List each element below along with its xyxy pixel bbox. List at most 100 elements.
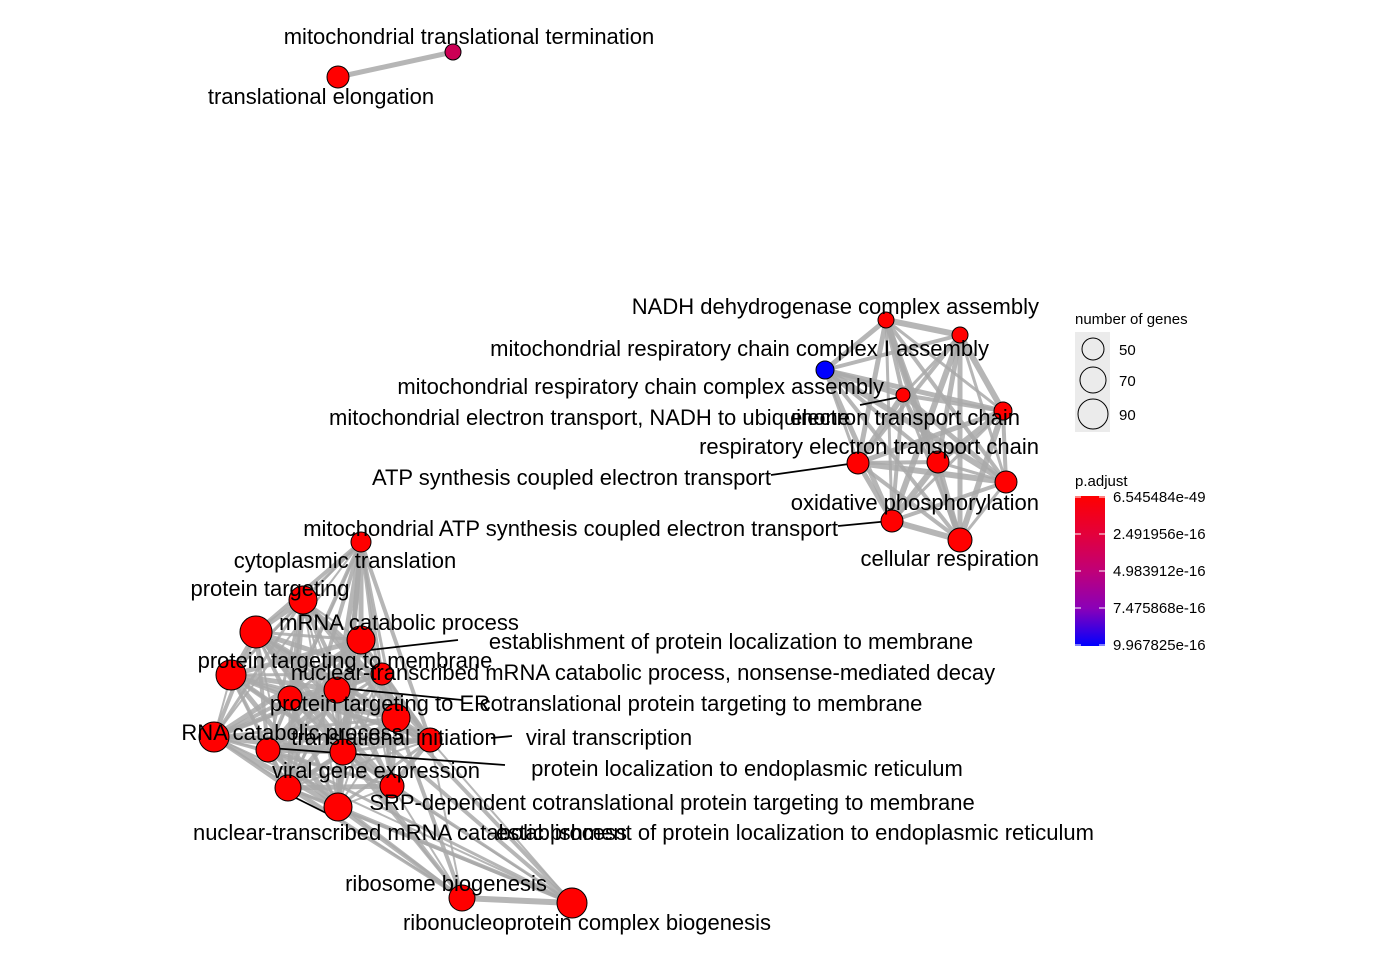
node-mrc-i xyxy=(951,326,969,344)
network-edge xyxy=(254,630,574,905)
node-oxphos xyxy=(994,470,1018,494)
network-edge xyxy=(359,541,432,741)
network-edge xyxy=(230,637,362,678)
node-label-mrc-asm: mitochondrial respiratory chain complex … xyxy=(397,374,884,399)
node-estab-er xyxy=(323,792,353,822)
network-edge xyxy=(429,739,573,904)
node-prot-target-er xyxy=(277,685,303,711)
node-label-rna-cat: RNA catabolic process xyxy=(181,720,402,745)
network-edge xyxy=(823,318,888,372)
network-edge xyxy=(824,333,961,372)
node-atp-et xyxy=(846,451,870,475)
network-edge xyxy=(461,895,573,906)
label-leader-line xyxy=(269,747,506,766)
node-label-prot-target-mem: protein targeting to membrane xyxy=(198,648,493,673)
node-label-trans-init: translational initiation xyxy=(291,725,496,750)
network-edge xyxy=(267,716,397,752)
node-label-cyto-trans: cytoplasmic translation xyxy=(234,548,457,573)
node-mrna-cat xyxy=(239,615,273,649)
size-legend-label-70: 70 xyxy=(1119,373,1136,390)
node-label-ribo-bio: ribosome biogenesis xyxy=(345,871,547,896)
network-edge xyxy=(213,541,362,738)
node-resp-et xyxy=(926,450,950,474)
color-legend-title: p.adjust xyxy=(1075,473,1128,490)
network-edge xyxy=(254,630,464,900)
node-label-mt-atp-et: mitochondrial ATP synthesis coupled elec… xyxy=(303,516,838,541)
node-label-et-chain: electron transport chain xyxy=(790,405,1020,430)
node-label-nmd: nuclear-transcribed mRNA catabolic proce… xyxy=(291,660,995,685)
size-legend-key-90 xyxy=(1077,398,1109,430)
label-leader-line xyxy=(369,639,459,651)
node-mt-et-nadh xyxy=(895,387,911,403)
node-mt-atp-et xyxy=(880,509,904,533)
node-label-nadh-deh: NADH dehydrogenase complex assembly xyxy=(632,294,1039,319)
node-viral-trans xyxy=(417,727,443,753)
node-nmd xyxy=(370,662,394,686)
node-nuc-mrna-cat xyxy=(274,774,302,802)
node-ribo-bio xyxy=(448,884,476,912)
node-viral-gene xyxy=(255,737,281,763)
node-prot-loc-er xyxy=(329,738,357,766)
color-legend: p.adjust 6.545484e-49 2.491956e-16 4.983… xyxy=(1075,473,1206,654)
network-edge xyxy=(891,480,1007,523)
color-legend-label: 9.967825e-16 xyxy=(1113,637,1206,654)
color-legend-label: 4.983912e-16 xyxy=(1113,563,1206,580)
network-edge xyxy=(213,736,573,904)
node-prot-target-mem xyxy=(215,659,247,691)
size-legend: number of genes 50 70 90 xyxy=(1075,311,1188,432)
node-et-chain xyxy=(993,401,1013,421)
network-edge xyxy=(287,697,291,789)
node-label-trans-elong: translational elongation xyxy=(208,84,434,109)
network-edge xyxy=(823,368,940,464)
network-edge xyxy=(855,393,906,465)
size-legend-label-50: 50 xyxy=(1119,342,1136,359)
node-label-mt-term: mitochondrial translational termination xyxy=(284,24,655,49)
network-edge xyxy=(890,394,905,522)
node-mrc-asm xyxy=(815,360,835,380)
network-edge xyxy=(337,805,573,905)
node-label-estab-loc: establishment of protein localization to… xyxy=(489,629,973,654)
node-label-nuc-mrna-cat: nuclear-transcribed mRNA catabolic proce… xyxy=(193,820,627,845)
network-edge xyxy=(855,319,889,464)
node-trans-elong xyxy=(326,65,350,89)
network-edge xyxy=(822,368,895,523)
network-edge xyxy=(902,393,1004,413)
node-cell-resp xyxy=(947,527,973,553)
network-edge xyxy=(267,748,463,900)
node-trans-init xyxy=(381,703,411,733)
size-legend-key-70 xyxy=(1079,366,1107,394)
node-mt-term xyxy=(444,43,462,61)
label-layer: mitochondrial translational termination t… xyxy=(181,24,1094,935)
network-edge xyxy=(901,393,1008,484)
network-edge xyxy=(889,333,963,523)
node-label-rnp-bio: ribonucleoprotein complex biogenesis xyxy=(403,910,771,935)
color-legend-label: 6.545484e-49 xyxy=(1113,489,1206,506)
color-legend-label: 7.475868e-16 xyxy=(1113,600,1206,617)
network-edge xyxy=(213,716,397,739)
network-edge xyxy=(1001,410,1008,483)
network-edge xyxy=(212,734,340,810)
network-edge xyxy=(213,687,338,740)
network-edge xyxy=(885,318,1004,413)
node-cotrans-mem xyxy=(323,676,351,704)
network-edge xyxy=(337,717,397,808)
node-label-resp-et: respiratory electron transport chain xyxy=(699,434,1039,459)
node-nadh-deh xyxy=(877,311,895,329)
network-edge xyxy=(337,738,431,809)
network-edge xyxy=(255,630,362,642)
network-edge xyxy=(824,367,1004,414)
network-edge xyxy=(823,368,962,542)
size-legend-title: number of genes xyxy=(1075,311,1188,328)
network-edge xyxy=(957,333,1006,413)
node-label-estab-er: establishment of protein localization to… xyxy=(496,820,1094,845)
node-label-prot-target: protein targeting xyxy=(191,576,350,601)
network-edge xyxy=(337,49,454,80)
node-label-mt-et-nadh: mitochondrial electron transport, NADH t… xyxy=(329,405,850,430)
color-legend-label: 2.491956e-16 xyxy=(1113,526,1206,543)
network-edge xyxy=(266,688,339,752)
network-edge xyxy=(267,748,573,905)
node-label-srp: SRP-dependent cotranslational protein ta… xyxy=(369,790,974,815)
size-legend-key-50 xyxy=(1081,337,1105,361)
